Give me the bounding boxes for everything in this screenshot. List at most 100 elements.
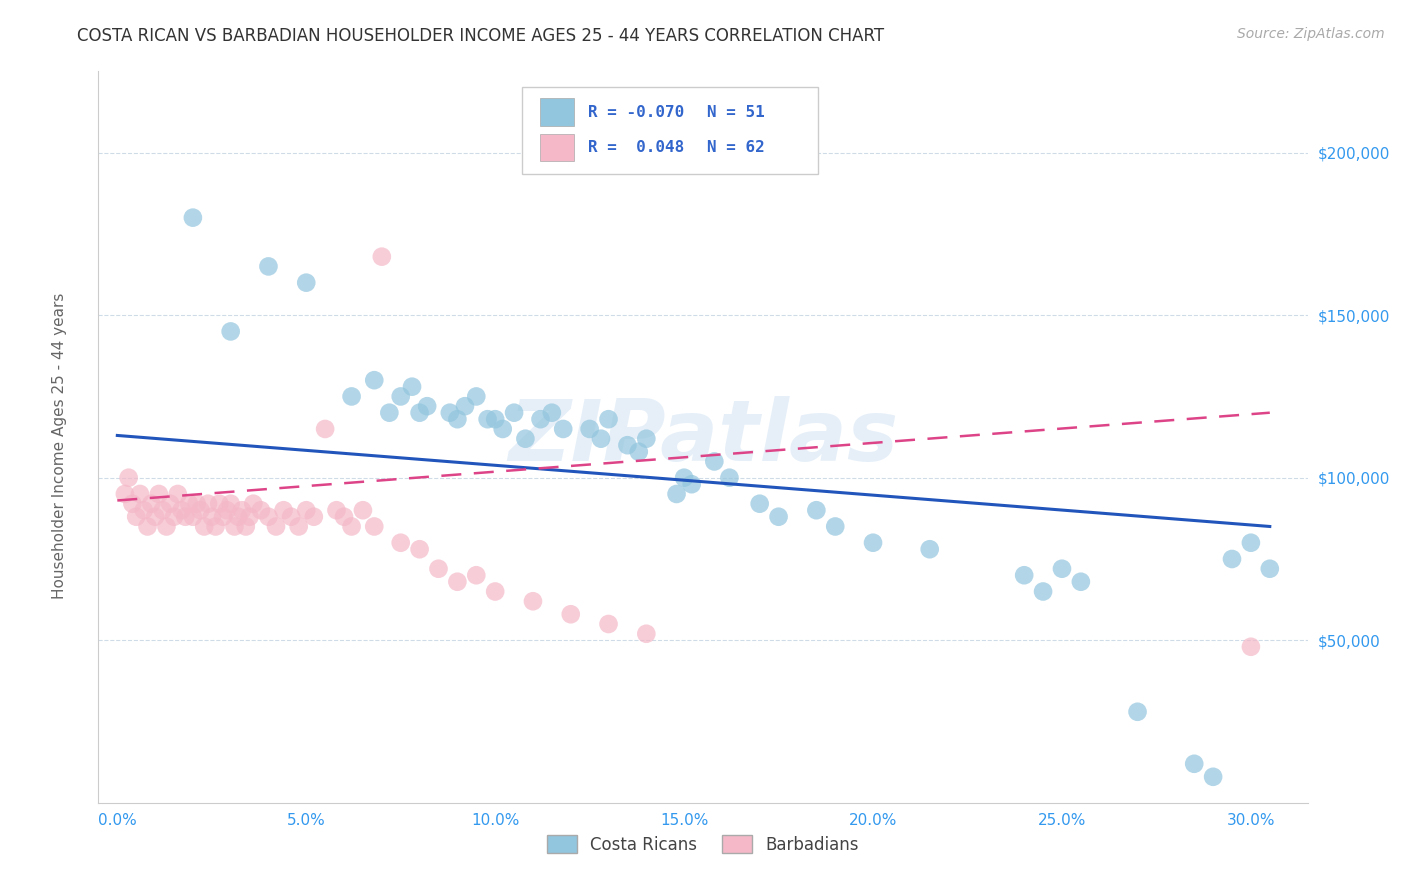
Point (181, 211, 204, 225)
Point (273, 503, 295, 517)
Point (1202, 770, 1225, 784)
Point (212, 509, 235, 524)
Point (446, 574, 468, 589)
Point (152, 503, 174, 517)
Point (636, 626, 658, 640)
Point (703, 454, 725, 468)
Point (114, 487, 136, 501)
Point (325, 503, 347, 517)
Point (219, 497, 242, 511)
Point (446, 412, 468, 426)
Point (215, 503, 238, 517)
Point (155, 519, 177, 533)
Point (484, 412, 506, 426)
Point (208, 497, 231, 511)
Point (371, 250, 394, 264)
Point (427, 562, 450, 576)
Point (333, 509, 356, 524)
Point (1070, 574, 1092, 589)
Point (636, 432, 658, 446)
Text: ZIPatlas: ZIPatlas (508, 395, 898, 479)
Point (416, 399, 439, 413)
Point (170, 503, 193, 517)
Point (257, 260, 280, 274)
Point (589, 432, 612, 446)
Point (174, 509, 197, 524)
Point (352, 503, 374, 517)
Point (287, 519, 309, 533)
Point (401, 380, 423, 394)
Point (748, 497, 770, 511)
Point (477, 412, 499, 426)
Point (136, 519, 159, 533)
Point (121, 497, 143, 511)
Point (389, 389, 412, 403)
Point (132, 503, 155, 517)
Point (454, 399, 477, 413)
Point (242, 497, 264, 511)
Point (239, 509, 262, 524)
Point (295, 503, 318, 517)
Point (280, 509, 302, 524)
FancyBboxPatch shape (522, 87, 818, 174)
Point (219, 325, 242, 339)
Point (665, 487, 688, 501)
Point (201, 509, 224, 524)
Point (439, 406, 461, 420)
Point (264, 519, 287, 533)
Point (627, 444, 650, 458)
Point (163, 509, 186, 524)
Point (231, 503, 253, 517)
Point (166, 487, 188, 501)
Point (553, 422, 575, 436)
Point (806, 503, 828, 517)
Text: Householder Income Ages 25 - 44 years: Householder Income Ages 25 - 44 years (52, 293, 66, 599)
Point (363, 519, 385, 533)
Point (257, 509, 280, 524)
Point (143, 509, 166, 524)
Point (118, 471, 141, 485)
Point (578, 422, 600, 436)
Point (1240, 640, 1263, 654)
Point (503, 406, 526, 420)
Point (862, 535, 884, 549)
Point (540, 406, 562, 420)
Text: R =  0.048: R = 0.048 (588, 140, 685, 155)
Point (1240, 535, 1263, 549)
Point (190, 503, 212, 517)
Point (224, 519, 246, 533)
Point (129, 487, 152, 501)
Point (340, 389, 363, 403)
Point (363, 373, 385, 387)
Point (141, 497, 163, 511)
Point (179, 497, 201, 511)
Point (204, 519, 226, 533)
FancyBboxPatch shape (540, 134, 574, 161)
Text: Source: ZipAtlas.com: Source: ZipAtlas.com (1237, 27, 1385, 41)
Point (1050, 562, 1073, 576)
Point (378, 406, 401, 420)
Point (718, 471, 741, 485)
Point (408, 542, 430, 557)
Point (197, 497, 219, 511)
Point (1220, 552, 1243, 566)
Legend: Costa Ricans, Barbadians: Costa Ricans, Barbadians (540, 829, 866, 860)
Point (824, 519, 846, 533)
Point (226, 509, 249, 524)
Point (314, 422, 336, 436)
Point (515, 432, 537, 446)
Point (1182, 756, 1205, 771)
Point (1126, 705, 1149, 719)
Point (340, 519, 363, 533)
Point (1012, 568, 1035, 582)
Point (465, 568, 488, 582)
Point (125, 509, 148, 524)
Point (598, 412, 620, 426)
Point (529, 412, 551, 426)
Point (522, 594, 544, 608)
Point (681, 477, 703, 491)
Point (673, 471, 696, 485)
Point (492, 422, 515, 436)
Point (295, 276, 318, 290)
Point (616, 438, 638, 452)
